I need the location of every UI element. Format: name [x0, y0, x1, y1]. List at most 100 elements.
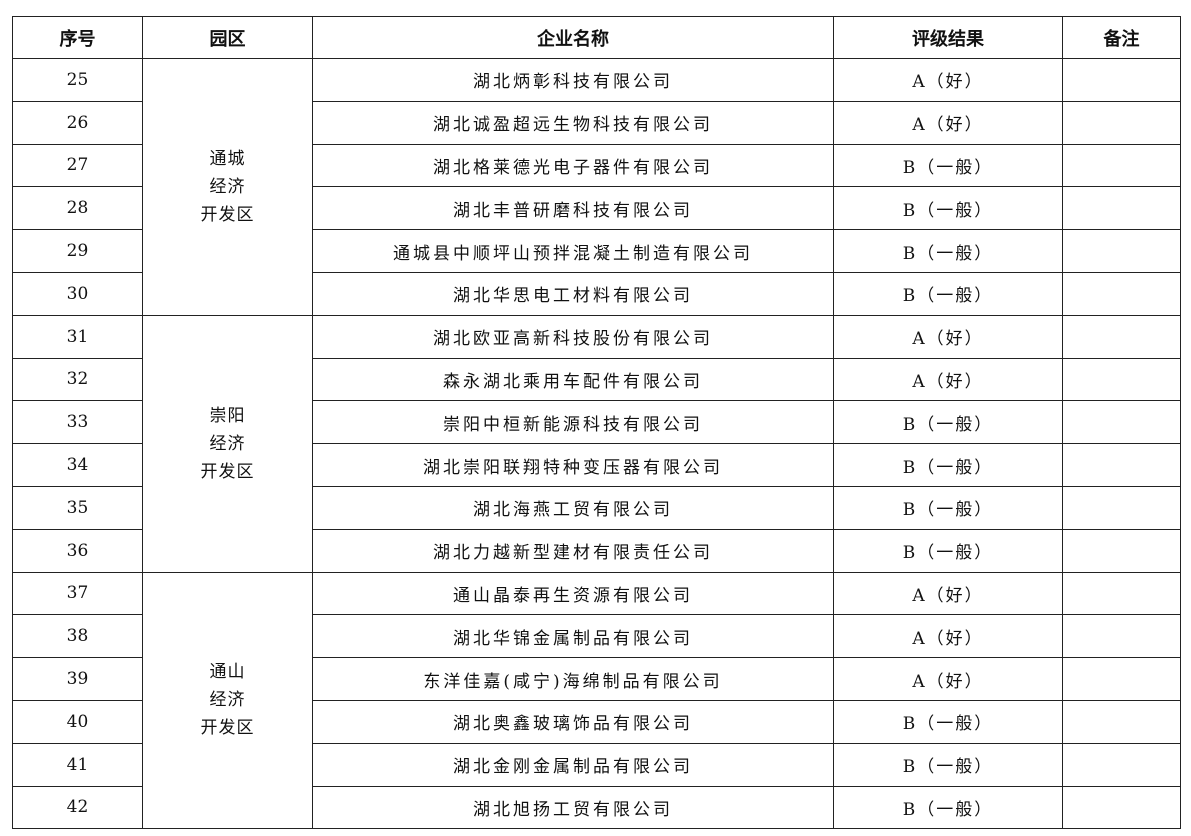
- remark-cell: [1062, 614, 1181, 659]
- rating-result: B（一般）: [833, 186, 1063, 231]
- remark-cell: [1062, 143, 1181, 188]
- park-cell: 通山 经济 开发区: [142, 571, 313, 830]
- rating-result: B（一般）: [833, 229, 1063, 273]
- remark-cell: [1062, 742, 1181, 787]
- header-company: 企业名称: [312, 16, 834, 59]
- row-number: 30: [12, 271, 143, 316]
- remark-cell: [1062, 357, 1181, 402]
- table-row: 41 湖北金刚金属制品有限公司 B（一般）: [12, 742, 1181, 787]
- company-name: 湖北格莱德光电子器件有限公司: [312, 143, 834, 188]
- table-row: 27 湖北格莱德光电子器件有限公司 B（一般）: [12, 143, 1181, 188]
- remark-cell: [1062, 699, 1181, 744]
- company-name: 湖北华锦金属制品有限公司: [312, 614, 834, 659]
- park-name-line: 开发区: [200, 204, 255, 225]
- table-row: 30 湖北华思电工材料有限公司 B（一般）: [12, 271, 1181, 316]
- row-number: 36: [12, 528, 143, 573]
- rating-result: A（好）: [833, 571, 1063, 616]
- rating-result: A（好）: [833, 100, 1063, 145]
- row-number: 33: [12, 400, 143, 445]
- table-row: 32 森永湖北乘用车配件有限公司 A（好）: [12, 357, 1181, 402]
- header-remark: 备注: [1062, 16, 1181, 59]
- rating-result: B（一般）: [833, 143, 1063, 188]
- company-name: 东洋佳嘉(咸宁)海绵制品有限公司: [312, 657, 834, 701]
- table-body: 25 通城 经济 开发区 湖北炳彰科技有限公司 A（好） 26 湖北诚盈超远生物科技有限公司 A…: [12, 58, 1181, 830]
- rating-result: A（好）: [833, 58, 1063, 102]
- rating-result: B（一般）: [833, 400, 1063, 445]
- company-name: 通城县中顺坪山预拌混凝土制造有限公司: [312, 229, 834, 273]
- table-row: 25 通城 经济 开发区 湖北炳彰科技有限公司 A（好）: [12, 58, 1181, 316]
- remark-cell: [1062, 485, 1181, 530]
- company-name: 崇阳中桓新能源科技有限公司: [312, 400, 834, 445]
- header-park: 园区: [142, 16, 313, 59]
- remark-cell: [1062, 271, 1181, 316]
- company-name: 湖北华思电工材料有限公司: [312, 271, 834, 316]
- company-name: 湖北力越新型建材有限责任公司: [312, 528, 834, 573]
- rating-result: B（一般）: [833, 785, 1063, 830]
- rating-result: B（一般）: [833, 742, 1063, 787]
- park-cell: 通城 经济 开发区: [142, 58, 313, 316]
- row-number: 39: [12, 657, 143, 701]
- row-number: 28: [12, 186, 143, 231]
- rating-result: B（一般）: [833, 485, 1063, 530]
- park-name-line: 开发区: [200, 461, 255, 482]
- park-cell: 崇阳 经济 开发区: [142, 314, 313, 573]
- table-row: 28 湖北丰普研磨科技有限公司 B（一般）: [12, 186, 1181, 231]
- remark-cell: [1062, 400, 1181, 445]
- remark-cell: [1062, 528, 1181, 573]
- rating-result: A（好）: [833, 614, 1063, 659]
- park-name-line: 开发区: [200, 718, 255, 739]
- rating-table: 序号 园区 企业名称 评级结果 备注 25 通城 经济 开发区 湖北炳彰科技有限公司 A（…: [12, 16, 1181, 830]
- table-row: 36 湖北力越新型建材有限责任公司 B（一般）: [12, 528, 1181, 573]
- row-number: 42: [12, 785, 143, 830]
- header-rating: 评级结果: [833, 16, 1063, 59]
- table-row: 37 通山 经济 开发区 通山晶泰再生资源有限公司 A（好）: [12, 571, 1181, 830]
- company-name: 湖北金刚金属制品有限公司: [312, 742, 834, 787]
- row-number: 35: [12, 485, 143, 530]
- table-row: 39 东洋佳嘉(咸宁)海绵制品有限公司 A（好）: [12, 657, 1181, 701]
- row-number: 40: [12, 699, 143, 744]
- park-name-line: 经济: [209, 433, 246, 454]
- remark-cell: [1062, 58, 1181, 102]
- company-name: 湖北丰普研磨科技有限公司: [312, 186, 834, 231]
- row-number: 38: [12, 614, 143, 659]
- rating-result: A（好）: [833, 314, 1063, 359]
- remark-cell: [1062, 229, 1181, 273]
- park-name-line: 崇阳: [209, 405, 246, 426]
- company-name: 湖北诚盈超远生物科技有限公司: [312, 100, 834, 145]
- company-name: 通山晶泰再生资源有限公司: [312, 571, 834, 616]
- rating-result: A（好）: [833, 657, 1063, 701]
- table-row: 31 崇阳 经济 开发区 湖北欧亚高新科技股份有限公司 A（好）: [12, 314, 1181, 573]
- rating-result: B（一般）: [833, 443, 1063, 487]
- remark-cell: [1062, 443, 1181, 487]
- park-name-line: 经济: [209, 690, 246, 711]
- remark-cell: [1062, 100, 1181, 145]
- row-number: 32: [12, 357, 143, 402]
- company-name: 森永湖北乘用车配件有限公司: [312, 357, 834, 402]
- rating-result: A（好）: [833, 357, 1063, 402]
- row-number: 41: [12, 742, 143, 787]
- company-name: 湖北旭扬工贸有限公司: [312, 785, 834, 830]
- table-row: 26 湖北诚盈超远生物科技有限公司 A（好）: [12, 100, 1181, 145]
- remark-cell: [1062, 657, 1181, 701]
- park-name-line: 通山: [209, 662, 246, 683]
- row-number: 27: [12, 143, 143, 188]
- header-row: 序号 园区 企业名称 评级结果 备注: [12, 16, 1181, 59]
- park-name-line: 通城: [209, 148, 246, 169]
- table-row: 29 通城县中顺坪山预拌混凝土制造有限公司 B（一般）: [12, 229, 1181, 273]
- row-number: 37: [12, 571, 143, 616]
- remark-cell: [1062, 314, 1181, 359]
- company-name: 湖北炳彰科技有限公司: [312, 58, 834, 102]
- company-name: 湖北奥鑫玻璃饰品有限公司: [312, 699, 834, 744]
- row-number: 29: [12, 229, 143, 273]
- rating-result: B（一般）: [833, 271, 1063, 316]
- company-name: 湖北海燕工贸有限公司: [312, 485, 834, 530]
- company-name: 湖北崇阳联翔特种变压器有限公司: [312, 443, 834, 487]
- remark-cell: [1062, 186, 1181, 231]
- park-name-line: 经济: [209, 176, 246, 197]
- remark-cell: [1062, 571, 1181, 616]
- remark-cell: [1062, 785, 1181, 830]
- table-row: 42 湖北旭扬工贸有限公司 B（一般）: [12, 785, 1181, 830]
- table-row: 38 湖北华锦金属制品有限公司 A（好）: [12, 614, 1181, 659]
- header-no: 序号: [12, 16, 143, 59]
- row-number: 34: [12, 443, 143, 487]
